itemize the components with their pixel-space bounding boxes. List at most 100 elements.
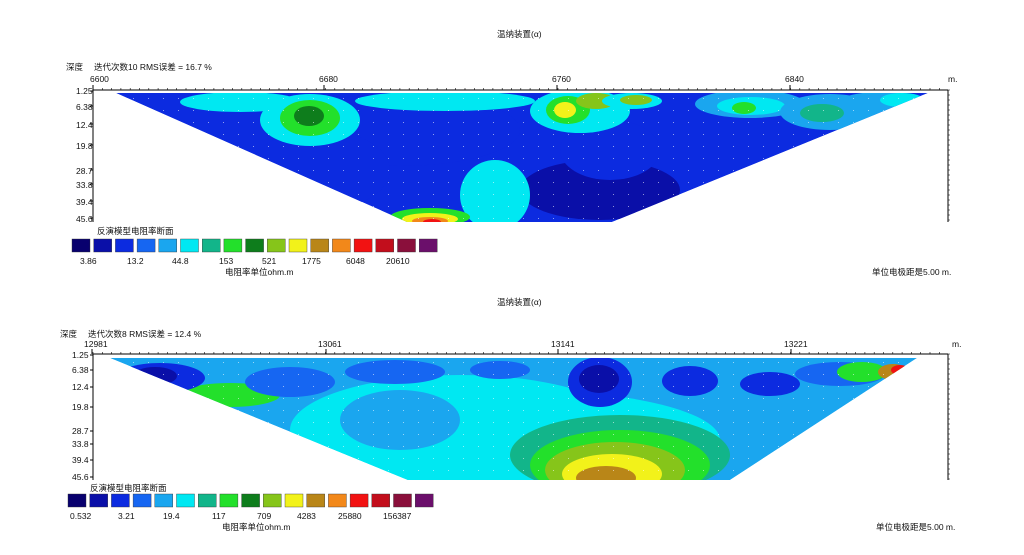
legend-swatch	[332, 238, 351, 253]
chart-1-legend-value: 521	[262, 256, 277, 266]
chart-2-legend-value: 156387	[383, 511, 412, 521]
legend-swatch	[115, 238, 134, 253]
resistivity-zone	[576, 466, 636, 480]
legend-swatch	[415, 493, 434, 508]
chart-1-legend-unit: 电阻率单位ohm.m	[225, 267, 294, 277]
resistivity-zone	[470, 361, 530, 379]
chart-1-legend-title: 反演模型电阻率断面	[97, 226, 174, 236]
chart-2-title: 温纳装置(α)	[497, 297, 542, 307]
chart-1-title: 温纳装置(α)	[497, 29, 542, 39]
legend-swatch	[197, 493, 217, 508]
legend-swatch	[353, 238, 373, 253]
chart-1-y-tick: 28.7	[76, 166, 93, 176]
chart-2-y-tick: 1.25	[72, 350, 89, 360]
legend-swatch	[223, 238, 243, 253]
color-legend	[67, 493, 434, 508]
chart-1-legend-value: 13.2	[127, 256, 144, 266]
legend-swatch	[393, 493, 412, 508]
legend-swatch	[180, 238, 199, 253]
chart-2-x-tick: 13061	[318, 339, 342, 349]
section-panel-2	[67, 349, 950, 508]
section-panel-1	[71, 85, 950, 253]
chart-1-x-tick: 6600	[90, 74, 109, 84]
chart-1-legend-value: 1775	[302, 256, 321, 266]
resistivity-zone	[520, 160, 680, 220]
resistivity-zone	[579, 365, 619, 393]
chart-1-legend-value: 44.8	[172, 256, 189, 266]
chart-1-y-tick: 6.38	[76, 102, 93, 112]
chart-1-legend-value: 3.86	[80, 256, 97, 266]
resistivity-zone	[554, 102, 576, 118]
chart-2-legend-title: 反演模型电阻率断面	[90, 483, 167, 493]
resistivity-section	[116, 93, 928, 222]
chart-2-legend-value: 3.21	[118, 511, 135, 521]
chart-2-legend-value: 4283	[297, 511, 316, 521]
resistivity-zone	[340, 390, 460, 450]
chart-2-y-tick: 6.38	[72, 365, 89, 375]
legend-swatch	[397, 238, 416, 253]
legend-swatch	[310, 238, 329, 253]
chart-2-legend-value: 25880	[338, 511, 362, 521]
chart-2-depth-label: 深度	[60, 329, 78, 339]
resistivity-zone	[880, 93, 924, 107]
legend-swatch	[93, 238, 112, 253]
legend-swatch	[241, 493, 260, 508]
chart-2-y-tick: 28.7	[72, 426, 89, 436]
resistivity-zone	[245, 367, 335, 397]
chart-1-y-tick: 45.6	[76, 214, 93, 224]
resistivity-section	[110, 358, 917, 480]
resistivity-zone	[294, 106, 324, 126]
chart-2-legend-value: 0.532	[70, 511, 92, 521]
chart-1-legend-value: 6048	[346, 256, 365, 266]
legend-swatch	[306, 493, 325, 508]
chart-1-legend-value: 20610	[386, 256, 410, 266]
chart-1-depth-label: 深度	[66, 62, 84, 72]
resistivity-zone	[837, 362, 887, 382]
legend-swatch	[349, 493, 369, 508]
chart-2-y-tick: 12.4	[72, 382, 89, 392]
resistivity-zone	[560, 120, 660, 180]
chart-1-legend-value: 153	[219, 256, 234, 266]
legend-swatch	[288, 238, 308, 253]
legend-swatch	[89, 493, 108, 508]
legend-swatch	[371, 493, 390, 508]
chart-1-y-tick: 19.8	[76, 141, 93, 151]
legend-swatch	[245, 238, 264, 253]
legend-swatch	[375, 238, 394, 253]
chart-2-legend-value: 19.4	[163, 511, 180, 521]
legend-swatch	[154, 493, 174, 508]
chart-1-x-tick: 6840	[785, 74, 804, 84]
resistivity-zone	[576, 93, 616, 109]
resistivity-zone	[345, 360, 445, 384]
legend-swatch	[176, 493, 195, 508]
chart-1-y-tick: 1.25	[76, 86, 93, 96]
color-legend	[71, 238, 438, 253]
resistivity-zone	[355, 93, 535, 111]
legend-swatch	[267, 238, 286, 253]
legend-swatch	[67, 493, 87, 508]
chart-1-x-unit: m.	[948, 74, 958, 84]
chart-2-x-tick: 13141	[551, 339, 575, 349]
legend-swatch	[328, 493, 347, 508]
resistivity-zone	[423, 219, 441, 222]
legend-swatch	[136, 238, 156, 253]
chart-2-electrode-spacing: 单位电极距是5.00 m.	[876, 522, 956, 532]
chart-2-x-tick: 12981	[84, 339, 108, 349]
legend-swatch	[71, 238, 91, 253]
legend-swatch	[219, 493, 239, 508]
chart-1-x-tick: 6760	[552, 74, 571, 84]
resistivity-zone	[800, 104, 844, 122]
chart-2-y-tick: 19.8	[72, 402, 89, 412]
chart-1-y-tick: 12.4	[76, 120, 93, 130]
legend-swatch	[201, 238, 221, 253]
chart-2-x-tick: 13221	[784, 339, 808, 349]
chart-1-iteration-text: 迭代次数10 RMS误差 = 16.7 %	[94, 62, 212, 72]
resistivity-zone	[740, 372, 800, 396]
chart-1-x-tick: 6680	[319, 74, 338, 84]
resistivity-zone	[133, 367, 177, 385]
legend-swatch	[284, 493, 304, 508]
resistivity-zone	[460, 160, 530, 222]
legend-swatch	[419, 238, 438, 253]
chart-1-y-tick: 33.8	[76, 180, 93, 190]
